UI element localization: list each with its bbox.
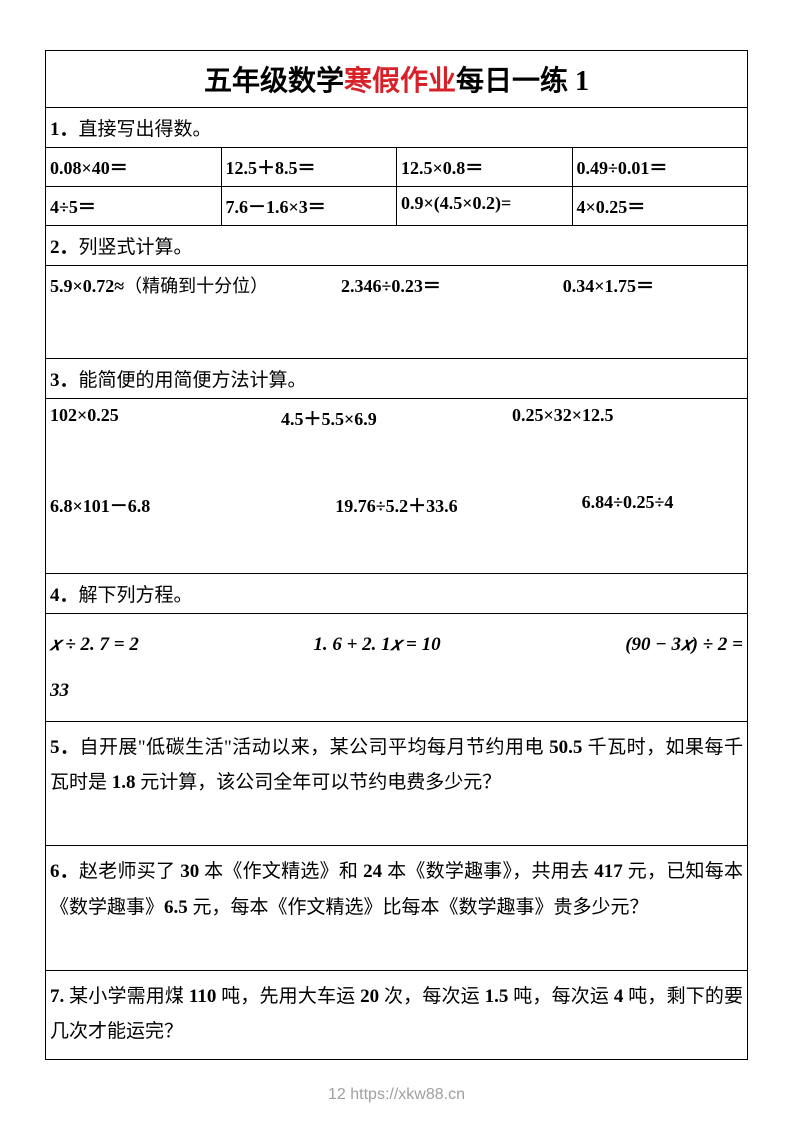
q1-label: 直接写出得数。 — [79, 119, 212, 140]
q4-e1: 𝑥 ÷ 2. 7 = 2 — [50, 622, 313, 668]
q6-n2: 24 — [363, 861, 382, 882]
q6-n1: 30 — [180, 861, 199, 882]
q4-num: 4． — [50, 585, 79, 606]
worksheet-border: 五年级数学寒假作业每日一练 1 1．直接写出得数。 0.08×40＝ 12.5＋… — [45, 50, 748, 1060]
q6-n3: 417 — [594, 861, 623, 882]
q3-r2-e3: 6.84÷0.25÷4 — [512, 492, 743, 518]
q6-problem: 6．赵老师买了 30 本《作文精选》和 24 本《数学趣事》，共用去 417 元… — [46, 846, 747, 970]
q5-p3: 元计算，该公司全年可以节约电费多少元？ — [136, 772, 502, 793]
q3-label: 能简便的用简便方法计算。 — [79, 370, 307, 391]
q3-r1-e2: 4.5＋5.5×6.9 — [281, 405, 512, 431]
q3-r1-e3: 0.25×32×12.5 — [512, 405, 743, 431]
q3-num: 3． — [50, 370, 79, 391]
q4-content: 𝑥 ÷ 2. 7 = 2 1. 6 + 2. 1𝑥 = 10 (90 − 3𝑥)… — [46, 614, 747, 722]
q5-num: 5． — [50, 737, 79, 758]
q4-e3: (90 − 3𝑥) ÷ 2 = — [577, 622, 743, 668]
q2-header: 2．列竖式计算。 — [46, 226, 747, 266]
q1-row1: 0.08×40＝ 12.5＋8.5＝ 12.5×0.8＝ 0.49÷0.01＝ — [46, 148, 747, 187]
q1-row2: 4÷5＝ 7.6－1.6×3＝ 0.9×(4.5×0.2)= 4×0.25＝ — [46, 187, 747, 226]
q3-r2-e1: 6.8×101－6.8 — [50, 492, 281, 518]
q6-num: 6． — [50, 861, 79, 882]
q1-r1-c1: 0.08×40＝ — [46, 148, 222, 186]
q2-num: 2． — [50, 237, 79, 258]
q1-r2-c1: 4÷5＝ — [46, 187, 222, 225]
worksheet-page: 五年级数学寒假作业每日一练 1 1．直接写出得数。 0.08×40＝ 12.5＋… — [0, 0, 793, 1100]
q1-r2-c2: 7.6－1.6×3＝ — [222, 187, 398, 225]
q7-p1: 某小学需用煤 — [69, 986, 189, 1007]
q6-p1: 赵老师买了 — [79, 861, 180, 882]
q2-content: 5.9×0.72≈（精确到十分位） 2.346÷0.23＝ 0.34×1.75＝ — [46, 266, 747, 359]
q3-row1: 102×0.25 4.5＋5.5×6.9 0.25×32×12.5 — [46, 399, 747, 486]
q3-header: 3．能简便的用简便方法计算。 — [46, 359, 747, 399]
q2-e1a: 5.9×0.72≈ — [50, 276, 124, 296]
q6-n4: 6.5 — [164, 897, 188, 918]
title-part2: 寒假作业 — [344, 66, 456, 97]
q1-num: 1． — [50, 119, 79, 140]
q5-problem: 5．自开展"低碳生活"活动以来，某公司平均每月节约用电 50.5 千瓦时，如果每… — [46, 722, 747, 846]
q1-r1-c2: 12.5＋8.5＝ — [222, 148, 398, 186]
q3-r1-e1: 102×0.25 — [50, 405, 281, 431]
q5-n2: 1.8 — [112, 772, 136, 793]
q4-e2: 1. 6 + 2. 1𝑥 = 10 — [313, 622, 576, 668]
q7-num: 7. — [50, 986, 69, 1007]
q4-e4: 33 — [50, 668, 743, 714]
q1-r1-c3: 12.5×0.8＝ — [397, 148, 573, 186]
q7-n3: 1.5 — [485, 986, 509, 1007]
q7-n4: 4 — [614, 986, 624, 1007]
q7-n2: 20 — [360, 986, 379, 1007]
q6-p2: 本《作文精选》和 — [199, 861, 363, 882]
q2-e2: 2.346÷0.23＝ — [341, 272, 563, 298]
q1-r1-c4: 0.49÷0.01＝ — [573, 148, 748, 186]
q7-problem: 7. 某小学需用煤 110 吨，先用大车运 20 次，每次运 1.5 吨，每次运… — [46, 971, 747, 1059]
q7-p4: 吨，每次运 — [508, 986, 614, 1007]
q3-r2-e2: 19.76÷5.2＋33.6 — [281, 492, 512, 518]
q6-p5: 元，每本《作文精选》比每本《数学趣事》贵多少元？ — [188, 897, 649, 918]
q1-r2-c3: 0.9×(4.5×0.2)= — [397, 187, 573, 225]
q5-n1: 50.5 — [549, 737, 582, 758]
q7-p3: 次，每次运 — [379, 986, 485, 1007]
worksheet-title: 五年级数学寒假作业每日一练 1 — [46, 51, 747, 108]
q6-p3: 本《数学趣事》，共用去 — [382, 861, 594, 882]
title-part3: 每日一练 1 — [456, 66, 589, 97]
q2-e3: 0.34×1.75＝ — [563, 272, 743, 298]
q4-header: 4．解下列方程。 — [46, 574, 747, 614]
title-part1: 五年级数学 — [204, 66, 344, 97]
q1-r2-c4: 4×0.25＝ — [573, 187, 748, 225]
q2-e1b: （精确到十分位） — [124, 276, 268, 296]
q3-row2: 6.8×101－6.8 19.76÷5.2＋33.6 6.84÷0.25÷4 — [46, 486, 747, 574]
q7-p2: 吨，先用大车运 — [216, 986, 360, 1007]
q5-p1: 自开展"低碳生活"活动以来，某公司平均每月节约用电 — [79, 737, 549, 758]
q1-header: 1．直接写出得数。 — [46, 108, 747, 148]
q2-label: 列竖式计算。 — [79, 237, 193, 258]
page-footer: 12 https://xkw88.cn — [0, 1086, 793, 1104]
q7-n1: 110 — [189, 986, 216, 1007]
q4-label: 解下列方程。 — [79, 585, 193, 606]
